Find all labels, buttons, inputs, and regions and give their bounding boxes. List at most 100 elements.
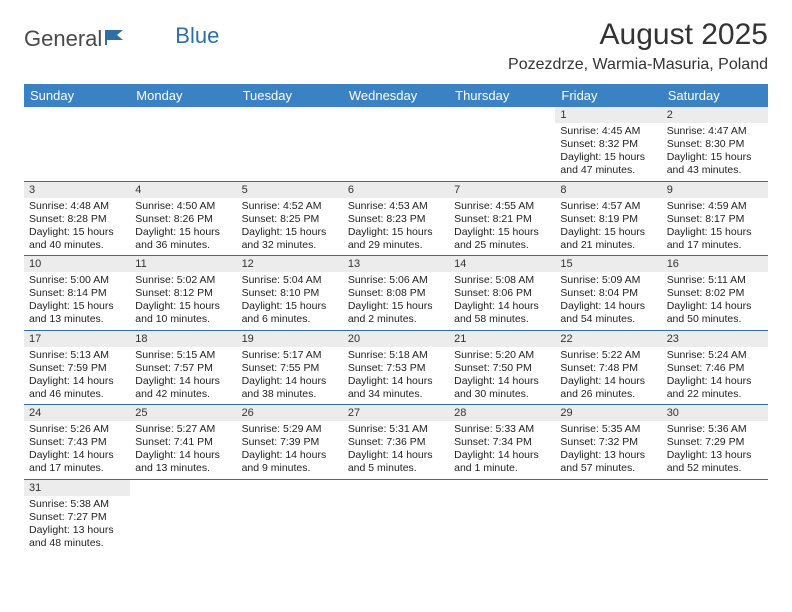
day-number: 25	[130, 405, 236, 421]
sunrise-text: Sunrise: 4:57 AM	[560, 200, 656, 213]
day-number: 30	[662, 405, 768, 421]
calendar-empty-cell	[130, 107, 236, 181]
calendar-day-cell: 3Sunrise: 4:48 AMSunset: 8:28 PMDaylight…	[24, 181, 130, 256]
daylight-text: Daylight: 14 hours and 38 minutes.	[242, 375, 338, 401]
day-details: Sunrise: 5:06 AMSunset: 8:08 PMDaylight:…	[343, 272, 449, 330]
header: General Blue August 2025 Pozezdrze, Warm…	[24, 18, 768, 74]
day-number: 31	[24, 480, 130, 496]
calendar-empty-cell	[555, 479, 661, 553]
daylight-text: Daylight: 15 hours and 2 minutes.	[348, 300, 444, 326]
calendar-day-cell: 15Sunrise: 5:09 AMSunset: 8:04 PMDayligh…	[555, 256, 661, 331]
day-number: 1	[555, 107, 661, 123]
calendar-week-row: 24Sunrise: 5:26 AMSunset: 7:43 PMDayligh…	[24, 405, 768, 480]
sunset-text: Sunset: 8:02 PM	[667, 287, 763, 300]
calendar-day-cell: 6Sunrise: 4:53 AMSunset: 8:23 PMDaylight…	[343, 181, 449, 256]
sunset-text: Sunset: 8:14 PM	[29, 287, 125, 300]
day-number: 17	[24, 331, 130, 347]
day-details: Sunrise: 5:04 AMSunset: 8:10 PMDaylight:…	[237, 272, 343, 330]
sunrise-text: Sunrise: 5:35 AM	[560, 423, 656, 436]
calendar-empty-cell	[237, 107, 343, 181]
calendar-empty-cell	[449, 107, 555, 181]
calendar-day-cell: 12Sunrise: 5:04 AMSunset: 8:10 PMDayligh…	[237, 256, 343, 331]
day-details: Sunrise: 5:13 AMSunset: 7:59 PMDaylight:…	[24, 347, 130, 405]
calendar-day-cell: 1Sunrise: 4:45 AMSunset: 8:32 PMDaylight…	[555, 107, 661, 181]
sunset-text: Sunset: 8:08 PM	[348, 287, 444, 300]
daylight-text: Daylight: 14 hours and 5 minutes.	[348, 449, 444, 475]
daylight-text: Daylight: 13 hours and 48 minutes.	[29, 524, 125, 550]
calendar-day-cell: 24Sunrise: 5:26 AMSunset: 7:43 PMDayligh…	[24, 405, 130, 480]
calendar-day-cell: 21Sunrise: 5:20 AMSunset: 7:50 PMDayligh…	[449, 330, 555, 405]
day-details: Sunrise: 4:55 AMSunset: 8:21 PMDaylight:…	[449, 198, 555, 256]
day-details: Sunrise: 4:48 AMSunset: 8:28 PMDaylight:…	[24, 198, 130, 256]
day-details: Sunrise: 5:00 AMSunset: 8:14 PMDaylight:…	[24, 272, 130, 330]
daylight-text: Daylight: 14 hours and 1 minute.	[454, 449, 550, 475]
calendar-empty-cell	[343, 479, 449, 553]
weekday-header: Tuesday	[237, 84, 343, 107]
calendar-day-cell: 23Sunrise: 5:24 AMSunset: 7:46 PMDayligh…	[662, 330, 768, 405]
sunset-text: Sunset: 8:10 PM	[242, 287, 338, 300]
sunset-text: Sunset: 7:32 PM	[560, 436, 656, 449]
daylight-text: Daylight: 15 hours and 10 minutes.	[135, 300, 231, 326]
sunrise-text: Sunrise: 4:47 AM	[667, 125, 763, 138]
day-number: 2	[662, 107, 768, 123]
sunrise-text: Sunrise: 5:13 AM	[29, 349, 125, 362]
daylight-text: Daylight: 15 hours and 13 minutes.	[29, 300, 125, 326]
daylight-text: Daylight: 15 hours and 29 minutes.	[348, 226, 444, 252]
sunrise-text: Sunrise: 4:50 AM	[135, 200, 231, 213]
day-number: 4	[130, 182, 236, 198]
day-details: Sunrise: 4:53 AMSunset: 8:23 PMDaylight:…	[343, 198, 449, 256]
weekday-header: Monday	[130, 84, 236, 107]
day-details: Sunrise: 5:33 AMSunset: 7:34 PMDaylight:…	[449, 421, 555, 479]
sunrise-text: Sunrise: 4:59 AM	[667, 200, 763, 213]
sunset-text: Sunset: 8:17 PM	[667, 213, 763, 226]
daylight-text: Daylight: 14 hours and 30 minutes.	[454, 375, 550, 401]
calendar-day-cell: 27Sunrise: 5:31 AMSunset: 7:36 PMDayligh…	[343, 405, 449, 480]
logo-text-blue: Blue	[175, 23, 219, 49]
day-number: 24	[24, 405, 130, 421]
calendar-day-cell: 9Sunrise: 4:59 AMSunset: 8:17 PMDaylight…	[662, 181, 768, 256]
sunrise-text: Sunrise: 5:08 AM	[454, 274, 550, 287]
sunset-text: Sunset: 7:50 PM	[454, 362, 550, 375]
sunrise-text: Sunrise: 4:52 AM	[242, 200, 338, 213]
calendar-day-cell: 7Sunrise: 4:55 AMSunset: 8:21 PMDaylight…	[449, 181, 555, 256]
location: Pozezdrze, Warmia-Masuria, Poland	[508, 56, 768, 74]
sunset-text: Sunset: 8:26 PM	[135, 213, 231, 226]
daylight-text: Daylight: 14 hours and 42 minutes.	[135, 375, 231, 401]
sunrise-text: Sunrise: 5:15 AM	[135, 349, 231, 362]
daylight-text: Daylight: 14 hours and 26 minutes.	[560, 375, 656, 401]
day-details: Sunrise: 4:52 AMSunset: 8:25 PMDaylight:…	[237, 198, 343, 256]
day-details: Sunrise: 5:22 AMSunset: 7:48 PMDaylight:…	[555, 347, 661, 405]
day-number: 14	[449, 256, 555, 272]
calendar-day-cell: 2Sunrise: 4:47 AMSunset: 8:30 PMDaylight…	[662, 107, 768, 181]
day-number: 7	[449, 182, 555, 198]
sunrise-text: Sunrise: 5:36 AM	[667, 423, 763, 436]
day-number: 10	[24, 256, 130, 272]
day-number: 3	[24, 182, 130, 198]
sunrise-text: Sunrise: 5:22 AM	[560, 349, 656, 362]
daylight-text: Daylight: 15 hours and 36 minutes.	[135, 226, 231, 252]
sunrise-text: Sunrise: 5:02 AM	[135, 274, 231, 287]
daylight-text: Daylight: 15 hours and 32 minutes.	[242, 226, 338, 252]
day-number: 16	[662, 256, 768, 272]
weekday-header: Sunday	[24, 84, 130, 107]
day-details: Sunrise: 4:45 AMSunset: 8:32 PMDaylight:…	[555, 123, 661, 181]
calendar-empty-cell	[130, 479, 236, 553]
calendar-day-cell: 11Sunrise: 5:02 AMSunset: 8:12 PMDayligh…	[130, 256, 236, 331]
daylight-text: Daylight: 15 hours and 21 minutes.	[560, 226, 656, 252]
sunrise-text: Sunrise: 4:55 AM	[454, 200, 550, 213]
daylight-text: Daylight: 15 hours and 40 minutes.	[29, 226, 125, 252]
day-number: 21	[449, 331, 555, 347]
calendar-day-cell: 5Sunrise: 4:52 AMSunset: 8:25 PMDaylight…	[237, 181, 343, 256]
calendar-empty-cell	[24, 107, 130, 181]
sunset-text: Sunset: 7:39 PM	[242, 436, 338, 449]
logo-flag-icon	[105, 26, 127, 52]
sunrise-text: Sunrise: 5:27 AM	[135, 423, 231, 436]
calendar-day-cell: 4 Sunrise: 4:50 AMSunset: 8:26 PMDaylight…	[130, 181, 236, 256]
weekday-header: Thursday	[449, 84, 555, 107]
calendar-day-cell: 25Sunrise: 5:27 AMSunset: 7:41 PMDayligh…	[130, 405, 236, 480]
calendar-empty-cell	[343, 107, 449, 181]
daylight-text: Daylight: 14 hours and 46 minutes.	[29, 375, 125, 401]
day-number: 11	[130, 256, 236, 272]
weekday-header: Friday	[555, 84, 661, 107]
logo-text-general: General	[24, 26, 102, 52]
